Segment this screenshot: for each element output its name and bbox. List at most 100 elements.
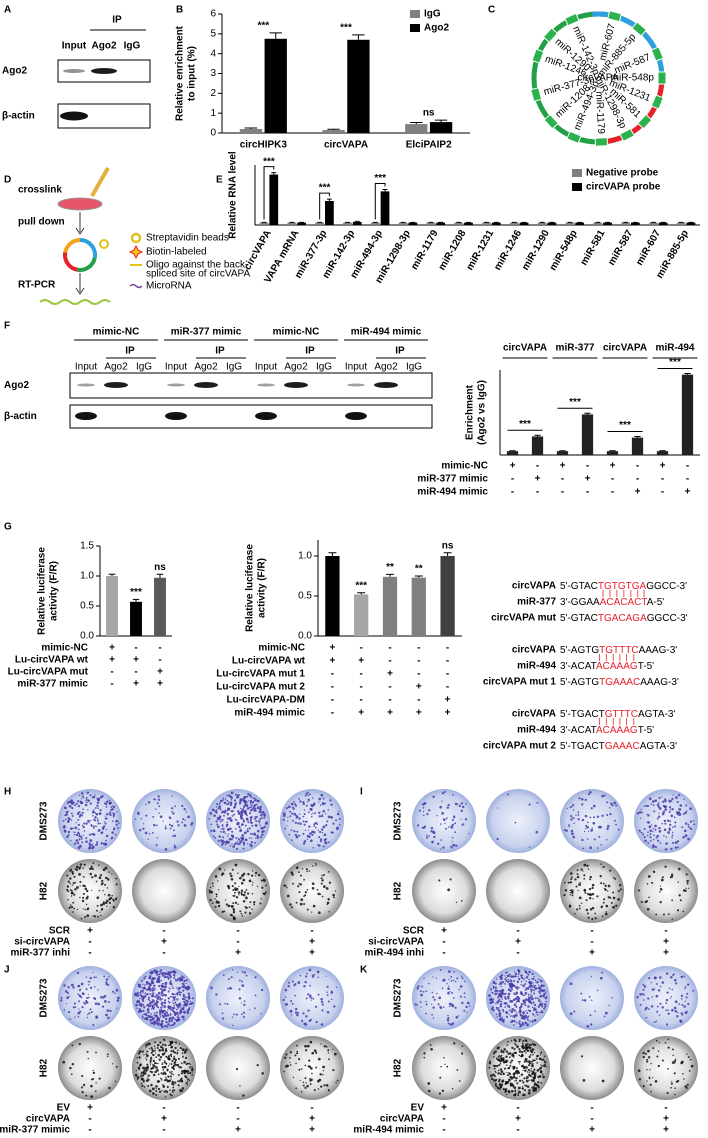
colony: [522, 1070, 523, 1071]
colony: [681, 826, 683, 828]
colony: [315, 1052, 317, 1054]
colony: [663, 805, 665, 807]
colony: [497, 1000, 499, 1002]
colony: [533, 1002, 535, 1004]
colony: [86, 904, 87, 905]
colony: [540, 985, 542, 987]
colony: [545, 1001, 547, 1003]
x-tick-label: miR-1208: [437, 228, 469, 272]
colony: [318, 812, 320, 814]
colony: [428, 835, 430, 837]
lane-label: Ago2: [374, 362, 398, 373]
colony: [149, 1000, 150, 1001]
colony: [489, 1002, 491, 1004]
colony: [240, 814, 241, 815]
colony: [167, 1006, 169, 1008]
colony: [146, 1018, 149, 1021]
colony: [80, 885, 81, 886]
colony: [242, 1094, 244, 1096]
colony: [647, 814, 649, 816]
colony: [140, 818, 141, 819]
colony: [210, 824, 212, 826]
sequence: 5'-GTACTGACAGAGGCC-3': [560, 613, 688, 624]
condition-label: miR-494 mimic: [353, 1125, 424, 1136]
colony: [688, 888, 689, 889]
colony: [154, 1048, 155, 1049]
colony: [65, 818, 67, 820]
colony: [681, 1012, 683, 1014]
colony: [327, 994, 329, 996]
colony: [174, 1002, 176, 1004]
colony: [522, 1041, 524, 1043]
plate: [412, 966, 476, 1030]
colony: [299, 800, 301, 802]
colony: [91, 1011, 93, 1013]
colony: [685, 811, 687, 813]
colony: [85, 897, 87, 899]
colony: [638, 889, 640, 891]
sequence-name: circVAPA: [512, 581, 556, 592]
plate: [132, 1036, 196, 1100]
sequence-part: 5'-TGACT: [560, 709, 605, 720]
colony: [535, 1072, 536, 1073]
colony: [565, 889, 568, 892]
legend-label: spliced site of circVAPA: [146, 269, 250, 280]
colony: [165, 827, 167, 829]
x-tick-label: miR-1179: [409, 228, 441, 272]
condition-sign: +: [635, 487, 641, 498]
colony: [609, 870, 611, 872]
colony: [592, 884, 595, 887]
condition-sign: -: [516, 926, 519, 937]
colony: [171, 971, 173, 973]
colony: [263, 813, 266, 816]
colony: [174, 996, 176, 998]
colony: [505, 972, 507, 974]
colony: [656, 835, 659, 838]
colony: [259, 822, 260, 823]
colony: [588, 831, 589, 832]
colony: [138, 1011, 140, 1013]
colony: [229, 819, 231, 821]
colony: [649, 1069, 650, 1070]
colony: [153, 1093, 155, 1095]
colony: [146, 1064, 148, 1066]
condition-sign: +: [235, 948, 241, 959]
colony: [509, 990, 511, 992]
colony: [591, 999, 592, 1000]
colony: [286, 1065, 289, 1068]
colony: [64, 806, 66, 808]
colony: [66, 1003, 67, 1004]
colony: [533, 1077, 536, 1080]
colony: [291, 803, 294, 806]
colony: [320, 1085, 322, 1087]
colony: [116, 883, 118, 885]
colony: [567, 808, 568, 809]
colony: [295, 1008, 298, 1011]
colony: [168, 1001, 169, 1002]
colony: [172, 795, 173, 796]
colony: [149, 1048, 150, 1049]
colony: [150, 1022, 152, 1024]
colony: [227, 800, 229, 802]
colony: [106, 813, 108, 815]
colony: [226, 1003, 228, 1005]
colony: [155, 1021, 156, 1022]
colony: [467, 1002, 470, 1005]
colony: [657, 818, 659, 820]
colony: [439, 806, 442, 809]
colony: [225, 797, 226, 798]
colony: [432, 996, 434, 998]
lane-label: Input: [62, 41, 87, 52]
sequence: 5'-TGACTGTTTCAGTA-3': [560, 709, 675, 720]
colony: [325, 824, 327, 826]
colony: [87, 1017, 88, 1018]
condition-sign: -: [586, 461, 589, 472]
colony: [106, 835, 108, 837]
colony: [183, 1004, 185, 1006]
colony: [154, 996, 156, 998]
colony: [306, 871, 307, 872]
colony: [105, 1014, 108, 1017]
colony: [530, 991, 532, 993]
colony: [136, 1070, 137, 1071]
sequence-part: GAAAC: [605, 741, 640, 752]
